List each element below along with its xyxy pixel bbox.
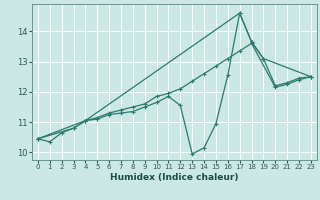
- X-axis label: Humidex (Indice chaleur): Humidex (Indice chaleur): [110, 173, 239, 182]
